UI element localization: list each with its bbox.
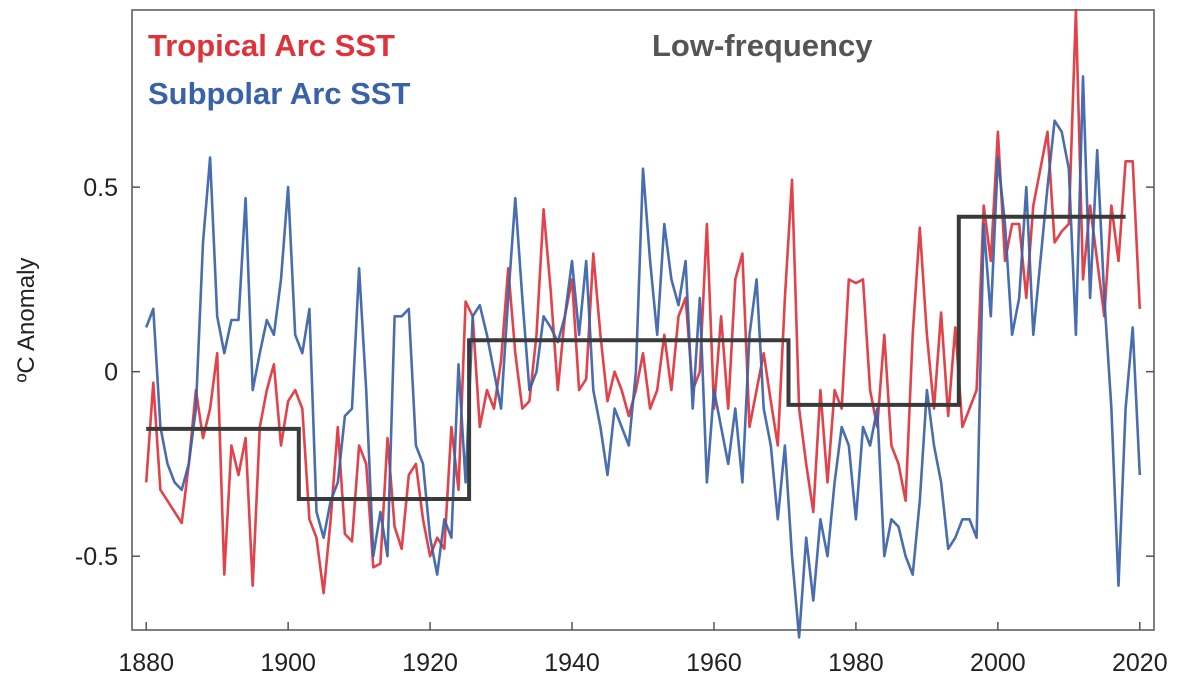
y-axis: -0.5 0 0.5 xyxy=(75,174,1154,571)
plot-area xyxy=(131,9,1155,631)
x-tick-label: 1880 xyxy=(118,649,174,677)
y-tick-label: -0.5 xyxy=(75,543,118,571)
x-tick-label: 1980 xyxy=(828,649,884,677)
x-tick-label: 2000 xyxy=(970,649,1026,677)
legend-low-frequency: Low-frequency xyxy=(652,28,873,63)
subpolar-arc-sst-line xyxy=(144,75,1142,639)
x-tick-label: 1940 xyxy=(544,649,600,677)
legend-tropical: Tropical Arc SST xyxy=(148,28,395,63)
x-axis: 1880 1900 1920 1940 1960 1980 2000 2020 xyxy=(118,622,1168,677)
series-layer xyxy=(144,8,1142,639)
low-frequency-line xyxy=(146,214,1126,501)
y-tick-label: 0.5 xyxy=(83,174,118,202)
legend-subpolar: Subpolar Arc SST xyxy=(148,76,410,111)
tropical-arc-sst-line xyxy=(144,8,1142,595)
y-axis-label: ºC Anomaly xyxy=(13,258,40,383)
x-tick-label: 1900 xyxy=(260,649,316,677)
x-tick-label: 1920 xyxy=(402,649,458,677)
y-tick-label: 0 xyxy=(104,359,118,387)
x-tick-label: 2020 xyxy=(1112,649,1168,677)
x-tick-label: 1960 xyxy=(686,649,742,677)
